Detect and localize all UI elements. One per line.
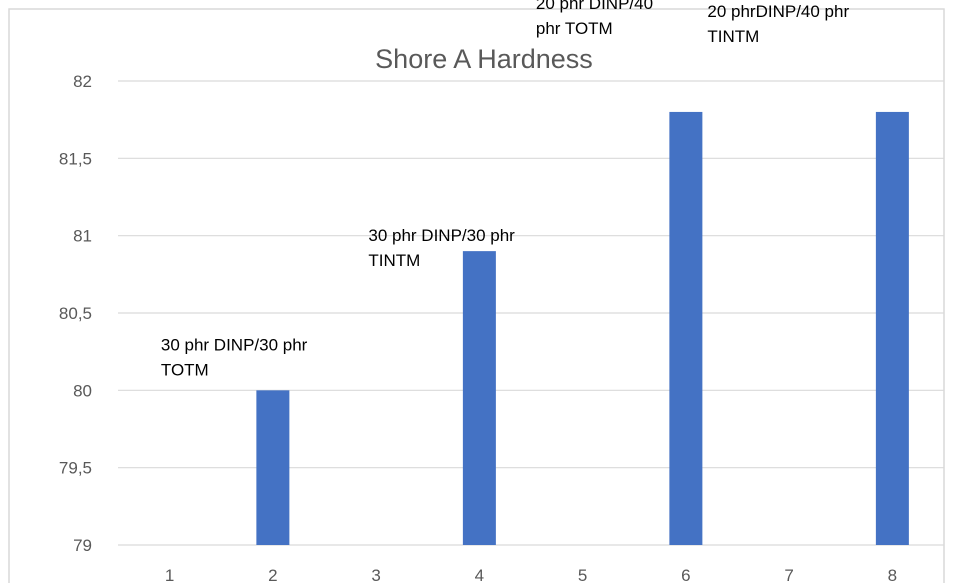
bar-6 xyxy=(669,111,703,545)
annotations: 30 phr DINP/30 phr TOTM 30 phr DINP/30 phr… xyxy=(161,0,850,379)
y-tick-label: 81,5 xyxy=(59,149,92,168)
x-axis-ticks: 1 2 3 4 5 6 7 8 xyxy=(165,566,897,585)
y-axis-ticks: 79 79,5 80 80,5 81 81,5 82 xyxy=(59,72,92,555)
bar-8 xyxy=(875,111,909,545)
x-tick-label: 2 xyxy=(268,566,277,583)
annotation-label: TOTM xyxy=(161,360,209,379)
annotation-label: TINTM xyxy=(368,251,420,270)
x-tick-label: 4 xyxy=(475,566,484,583)
bar-4 xyxy=(462,251,496,545)
x-tick-label: 6 xyxy=(681,566,690,583)
annotation-label: 20 phrDINP/40 phr xyxy=(707,2,849,21)
gridlines xyxy=(118,80,944,546)
x-tick-label: 3 xyxy=(371,566,380,583)
x-tick-label: 1 xyxy=(165,566,174,583)
y-tick-label: 80 xyxy=(73,381,92,400)
y-tick-label: 79,5 xyxy=(59,459,92,478)
annotation-label: 30 phr DINP/30 phr xyxy=(368,226,515,245)
annotation-label: TINTM xyxy=(707,27,759,46)
y-tick-label: 80,5 xyxy=(59,304,92,323)
y-tick-label: 82 xyxy=(73,72,92,91)
x-tick-label: 5 xyxy=(578,566,587,583)
bar-2 xyxy=(256,390,290,545)
annotation-label: 30 phr DINP/30 phr xyxy=(161,335,308,354)
y-tick-label: 79 xyxy=(73,536,92,555)
annotation-label: 20 phr DINP/40 xyxy=(536,0,653,13)
chart-title: Shore A Hardness xyxy=(375,44,593,74)
x-tick-label: 8 xyxy=(888,566,897,583)
y-tick-label: 81 xyxy=(73,227,92,246)
annotation-label: phr TOTM xyxy=(536,19,613,38)
x-tick-label: 7 xyxy=(784,566,793,583)
bars xyxy=(256,111,909,545)
